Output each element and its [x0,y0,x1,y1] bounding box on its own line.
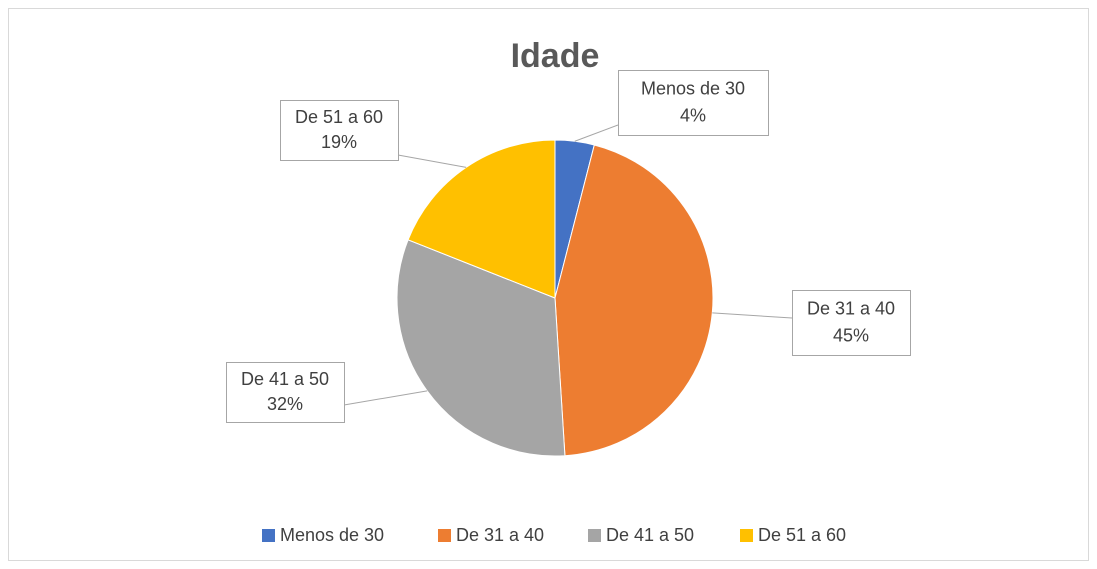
data-label-name: De 41 a 50 [241,369,329,389]
data-label-box [226,362,345,423]
legend-swatch [740,529,753,542]
leader-line [574,124,619,142]
data-label-name: De 31 a 40 [807,298,895,318]
data-label-value: 45% [833,326,869,346]
legend-label: De 41 a 50 [606,525,694,545]
legend-label: De 51 a 60 [758,525,846,545]
leader-line [343,390,428,406]
leader-line [712,312,793,319]
pie-slice [554,144,714,457]
data-label-box [618,70,769,136]
legend-swatch [588,529,601,542]
data-label-box [792,290,911,356]
data-label-value: 4% [680,106,706,126]
pie-slice [407,139,556,299]
data-label-box [280,100,399,161]
data-label-value: 32% [267,394,303,414]
data-label-name: De 51 a 60 [295,107,383,127]
data-label-value: 19% [321,132,357,152]
legend-swatch [438,529,451,542]
data-label-name: Menos de 30 [641,78,745,98]
legend-label: De 31 a 40 [456,525,544,545]
leader-line [397,154,467,168]
legend-label: Menos de 30 [280,525,384,545]
pie-slice [396,239,566,457]
chart-title: Idade [511,37,600,75]
legend-swatch [262,529,275,542]
